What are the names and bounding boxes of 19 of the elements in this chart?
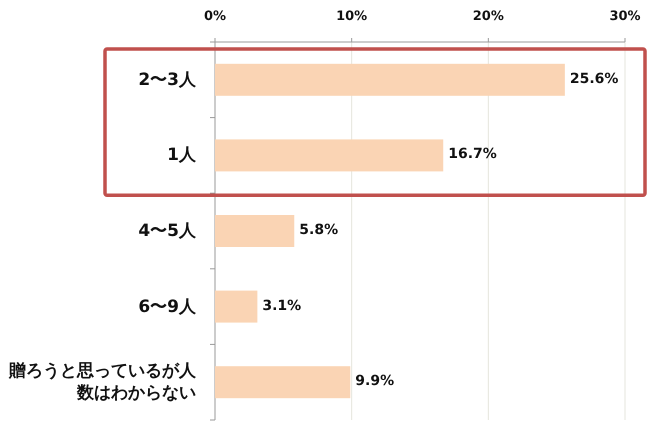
bar [215, 290, 258, 323]
y-tick-label: 4〜5人 [137, 220, 196, 242]
bar [215, 64, 565, 96]
x-tick-label: 0% [204, 9, 226, 24]
y-tick-label: 2〜3人 [137, 68, 196, 91]
x-tick-label: 20% [472, 9, 504, 24]
bar [215, 139, 444, 172]
y-tick-label: 6〜9人 [137, 296, 196, 318]
data-label: 16.7% [448, 146, 497, 162]
bar [215, 366, 350, 398]
y-tick-label: 1人 [166, 144, 196, 166]
x-tick-label: 30% [609, 9, 641, 24]
data-label: 5.8% [299, 222, 338, 238]
data-label: 9.9% [355, 373, 394, 390]
y-tick-label: 贈ろうと思っているが人数はわからない [8, 360, 196, 404]
bar [215, 215, 294, 247]
data-label: 25.6% [570, 70, 618, 87]
x-tick-label: 10% [336, 9, 368, 24]
data-label: 3.1% [262, 298, 302, 314]
